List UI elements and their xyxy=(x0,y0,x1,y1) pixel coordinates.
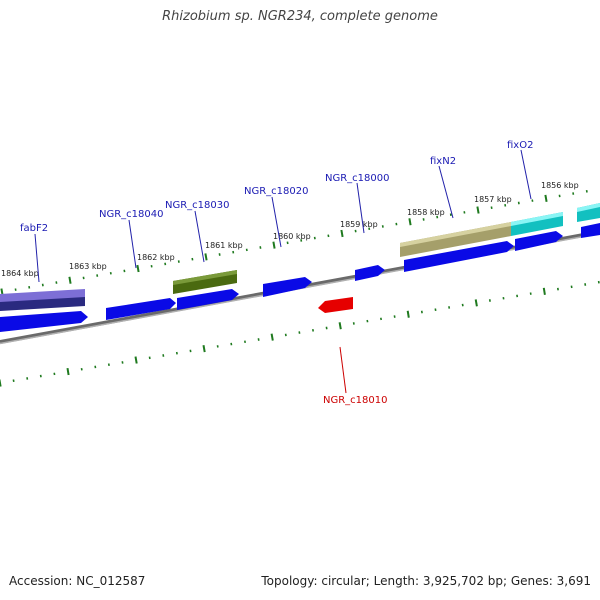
major-tick xyxy=(136,264,140,273)
gene-arrow-fabF2[interactable] xyxy=(0,311,88,332)
genome-summary: Topology: circular; Length: 3,925,702 bp… xyxy=(261,574,591,588)
gene-label-ngr-c18040[interactable]: NGR_c18040 xyxy=(99,209,164,220)
scale-label: 1856 kbp xyxy=(541,181,579,190)
scale-label: 1859 kbp xyxy=(340,220,378,229)
major-tick xyxy=(406,310,410,318)
major-tick xyxy=(338,322,342,330)
label-leaders xyxy=(34,149,532,394)
gene-label-ngr-c18010[interactable]: NGR_c18010 xyxy=(323,395,388,406)
gene-label-fabF2[interactable]: fabF2 xyxy=(20,223,48,234)
gene-arrow-next[interactable] xyxy=(581,223,600,238)
major-tick xyxy=(340,229,344,238)
gene-label-fixo2[interactable]: fixO2 xyxy=(507,140,533,151)
scale-label: 1862 kbp xyxy=(137,253,175,262)
gene-labels: fabF2 NGR_c18040 NGR_c18030 NGR_c18020 N… xyxy=(20,140,533,406)
gene-arrow-ngr-c18000[interactable] xyxy=(355,265,385,281)
major-tick xyxy=(476,206,480,214)
gene-label-ngr-c18030[interactable]: NGR_c18030 xyxy=(165,200,230,211)
page-title: Rhizobium sp. NGR234, complete genome xyxy=(162,9,438,24)
gene-arrow-ngr-c18030-bottom[interactable] xyxy=(177,289,239,310)
gene-arrow-ngr-c18040[interactable] xyxy=(106,298,176,320)
accession-number: Accession: NC_012587 xyxy=(9,574,146,588)
major-tick xyxy=(134,356,138,364)
reverse-scale-ruler xyxy=(0,280,600,387)
gene-label-fixn2[interactable]: fixN2 xyxy=(430,156,456,167)
scale-label: 1857 kbp xyxy=(474,195,512,204)
scale-label: 1861 kbp xyxy=(205,241,243,250)
major-tick xyxy=(544,194,548,202)
major-tick xyxy=(202,345,206,353)
major-tick xyxy=(0,379,2,387)
gene-arrow-fixo2[interactable] xyxy=(515,231,563,251)
major-tick xyxy=(542,287,546,295)
gene-label-ngr-c18000[interactable]: NGR_c18000 xyxy=(325,173,390,184)
scale-labels: 1864 kbp 1863 kbp 1862 kbp 1861 kbp 1860… xyxy=(1,181,579,278)
protein-domain-track xyxy=(0,203,600,311)
forward-gene-track xyxy=(0,223,600,332)
scale-label: 1864 kbp xyxy=(1,269,39,278)
scale-label: 1863 kbp xyxy=(69,262,107,271)
gene-arrow-fixn2[interactable] xyxy=(404,241,514,272)
gene-arrow-ngr-c18010[interactable] xyxy=(318,297,353,313)
major-tick xyxy=(68,276,72,284)
reverse-gene-track xyxy=(318,297,353,313)
major-tick xyxy=(272,241,276,249)
scale-label: 1860 kbp xyxy=(273,232,311,241)
major-tick xyxy=(408,218,412,226)
forward-scale-ruler xyxy=(0,189,588,296)
scale-label: 1858 kbp xyxy=(407,208,445,217)
major-tick xyxy=(474,299,478,307)
gene-label-ngr-c18020[interactable]: NGR_c18020 xyxy=(244,186,309,197)
gene-arrow-ngr-c18020[interactable] xyxy=(263,277,312,297)
major-tick xyxy=(270,333,274,341)
major-tick xyxy=(66,367,70,376)
major-tick xyxy=(204,253,208,261)
